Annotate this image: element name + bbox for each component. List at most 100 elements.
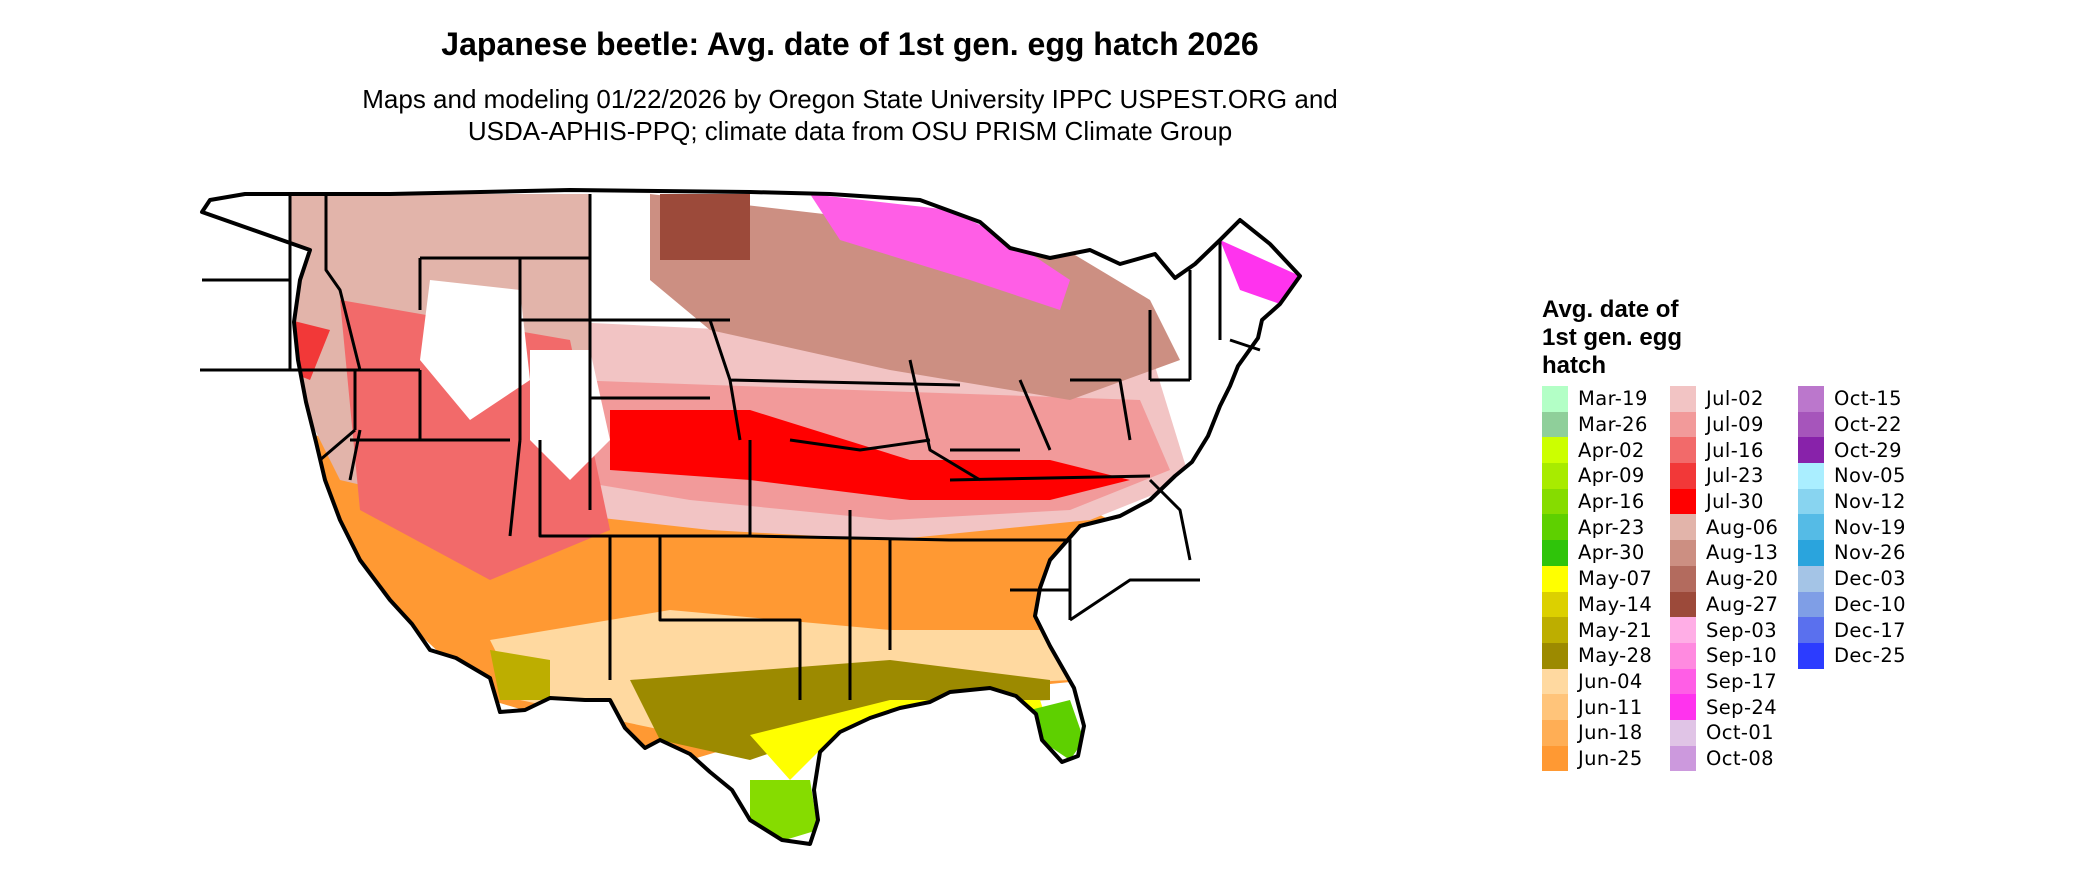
legend-swatch (1542, 668, 1568, 695)
legend-item: Jun-04 (1542, 668, 1652, 695)
legend-label: Dec-25 (1834, 644, 1906, 668)
legend-swatch (1542, 591, 1568, 618)
legend-item: Dec-03 (1798, 565, 1906, 592)
legend-item: Jun-18 (1542, 719, 1652, 746)
map-region (660, 194, 750, 260)
legend-swatch (1542, 719, 1568, 746)
legend-swatch (1670, 745, 1696, 772)
legend-swatch (1542, 642, 1568, 669)
legend-label: Dec-03 (1834, 567, 1906, 591)
legend-item: Nov-05 (1798, 463, 1906, 489)
legend-item: Aug-20 (1670, 565, 1779, 592)
legend-swatch (1798, 488, 1824, 515)
legend-swatch (1542, 540, 1568, 566)
legend-label: Aug-13 (1706, 541, 1779, 565)
us-map (200, 188, 1302, 846)
legend-swatch (1798, 514, 1824, 541)
legend-swatch (1670, 591, 1696, 618)
map-region (1030, 700, 1084, 760)
legend-item: Nov-12 (1798, 488, 1906, 515)
legend-item: Jun-11 (1542, 694, 1652, 720)
legend-swatch (1670, 565, 1696, 592)
legend-swatch (1670, 719, 1696, 746)
map-region (630, 660, 1050, 760)
legend-label: Mar-19 (1578, 387, 1648, 411)
legend-label: Oct-08 (1706, 746, 1774, 770)
legend-label: Oct-22 (1834, 413, 1902, 437)
legend-swatch (1542, 694, 1568, 720)
legend-label: Jun-04 (1578, 669, 1643, 693)
legend-label: Aug-20 (1706, 567, 1779, 591)
legend-item: Apr-30 (1542, 540, 1652, 566)
map-region (490, 650, 550, 700)
map-region (750, 780, 818, 840)
map-region (420, 280, 530, 420)
map-subtitle-line-2: USDA-APHIS-PPQ; climate data from OSU PR… (467, 116, 1233, 146)
legend-swatch (1670, 540, 1696, 566)
legend-item: Aug-27 (1670, 591, 1778, 618)
map-region (1220, 240, 1300, 304)
legend-item: Nov-19 (1798, 514, 1906, 541)
legend-item: Dec-25 (1798, 642, 1906, 669)
legend-swatch (1542, 514, 1568, 541)
legend-item: Jul-23 (1670, 463, 1778, 489)
legend-item: Oct-15 (1798, 386, 1906, 412)
us-outline (200, 188, 1302, 846)
legend-swatch (1542, 488, 1568, 515)
legend-item: Oct-29 (1798, 437, 1906, 464)
legend-item: Nov-26 (1798, 540, 1906, 566)
legend-label: May-21 (1578, 618, 1653, 642)
legend-label: May-07 (1578, 567, 1653, 591)
legend-item: Sep-17 (1670, 668, 1778, 695)
legend-label: Sep-10 (1706, 644, 1778, 668)
legend-label: Jul-30 (1706, 490, 1764, 514)
map-subtitle-line-1: Maps and modeling 01/22/2026 by Oregon S… (362, 84, 1338, 114)
legend-item: Dec-17 (1798, 617, 1906, 643)
legend-label: Jul-09 (1706, 413, 1764, 437)
legend-column: Oct-15 Oct-22 Oct-29 Nov-05 Nov-12 Nov-19 Nov-… (1798, 386, 1906, 669)
legend-swatch (1670, 488, 1696, 515)
legend-label: Jun-11 (1578, 695, 1643, 719)
legend-label: Sep-17 (1706, 669, 1778, 693)
legend-swatch (1542, 386, 1568, 412)
legend-label: Jun-18 (1578, 721, 1643, 745)
legend-swatch (1798, 642, 1824, 669)
legend-swatch (1798, 617, 1824, 643)
legend-label: Apr-02 (1578, 438, 1645, 462)
legend-swatch (1542, 745, 1568, 772)
legend-label: Nov-26 (1834, 541, 1906, 565)
legend-label: Dec-10 (1834, 592, 1906, 616)
map-title: Japanese beetle: Avg. date of 1st gen. e… (441, 26, 1259, 62)
legend-item: Oct-08 (1670, 745, 1778, 772)
legend-label: Aug-06 (1706, 515, 1779, 539)
legend-swatch (1542, 565, 1568, 592)
legend-label: Jul-23 (1706, 464, 1764, 488)
legend-title-line-1: Avg. date of (1542, 296, 1679, 323)
legend-label: Apr-16 (1578, 490, 1645, 514)
legend-label: Nov-12 (1834, 490, 1906, 514)
legend-swatch (1670, 617, 1696, 643)
legend-item: Dec-10 (1798, 591, 1906, 618)
legend-swatch (1670, 437, 1696, 464)
legend-label: Nov-05 (1834, 464, 1906, 488)
legend-item: May-21 (1542, 617, 1652, 643)
legend-label: Oct-01 (1706, 721, 1774, 745)
legend-swatch (1542, 437, 1568, 464)
legend-label: Mar-26 (1578, 413, 1648, 437)
legend-label: Sep-03 (1706, 618, 1778, 642)
legend-column: Jul-02 Jul-09 Jul-16 Jul-23 Jul-30 Aug-06 Aug-… (1670, 386, 1779, 772)
legend-item: Sep-03 (1670, 617, 1778, 643)
legend-column: Mar-19 Mar-26 Apr-02 Apr-09 Apr-16 Apr-23 Apr-… (1542, 386, 1653, 772)
legend-item: Jul-30 (1670, 488, 1778, 515)
legend-swatch (1542, 617, 1568, 643)
legend-swatch (1798, 565, 1824, 592)
legend-swatch (1670, 514, 1696, 541)
legend-swatch (1542, 411, 1568, 438)
legend-title: Avg. date of 1st gen. egg hatch (1542, 296, 1742, 380)
legend-item: Apr-16 (1542, 488, 1652, 515)
legend-title-line-3: hatch (1542, 352, 1607, 379)
legend-label: Jun-25 (1578, 746, 1643, 770)
legend-swatch (1798, 411, 1824, 438)
legend-item: May-14 (1542, 591, 1652, 618)
legend-item: Jul-09 (1670, 411, 1778, 438)
